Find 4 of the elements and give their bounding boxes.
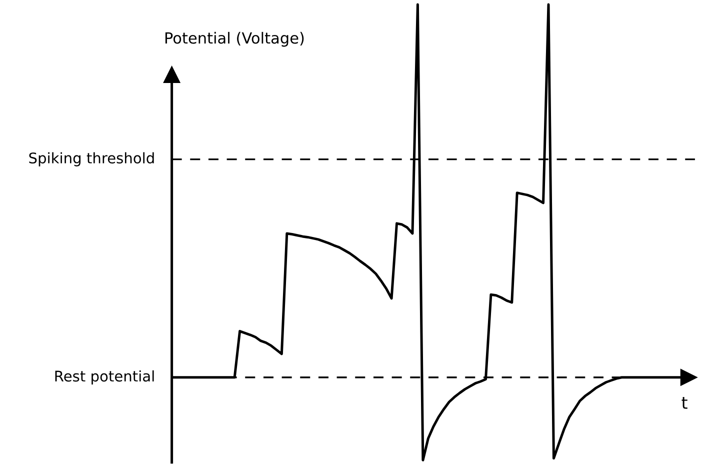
x-axis-title: t — [682, 397, 688, 409]
ref-line-label: Spiking threshold — [29, 152, 154, 166]
ref-line-label: Rest potential — [55, 370, 154, 384]
y-axis-title: Potential (Voltage) — [165, 32, 304, 47]
